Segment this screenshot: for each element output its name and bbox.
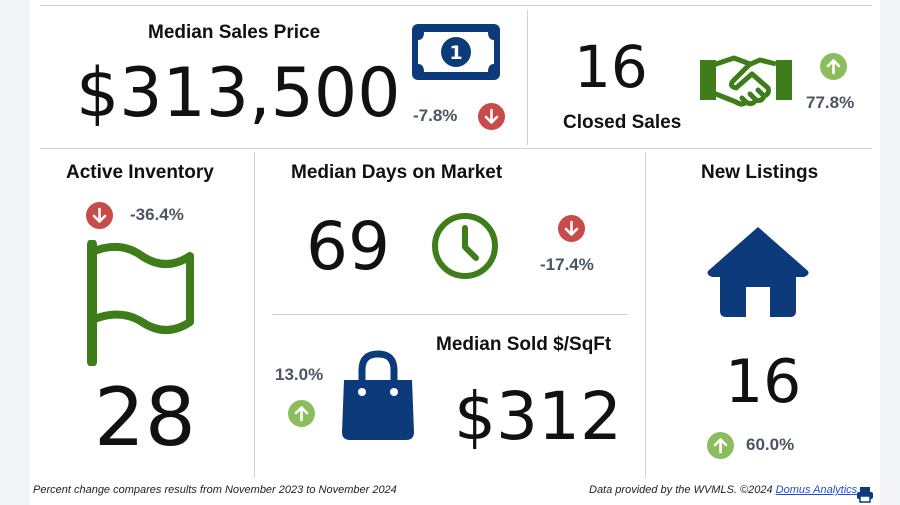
arrow-up-icon	[820, 53, 847, 80]
shopping-bag-icon	[338, 350, 418, 447]
house-icon	[706, 225, 810, 322]
median-sales-price-change: -7.8%	[413, 106, 458, 125]
arrow-up-icon	[288, 400, 315, 427]
printer-icon[interactable]	[856, 486, 874, 505]
flag-icon	[84, 239, 196, 371]
arrow-down-icon	[558, 215, 585, 242]
left-column-divider	[254, 152, 255, 478]
domus-analytics-link[interactable]: Domus Analytics	[775, 484, 858, 496]
footer-note: Percent change compares results from Nov…	[33, 484, 397, 496]
median-sold-per-sqft-value: $312	[454, 378, 622, 455]
median-days-on-market-value: 69	[306, 208, 390, 285]
clock-icon	[430, 211, 500, 286]
handshake-icon	[698, 50, 794, 115]
median-days-on-market-change: -17.4%	[540, 255, 594, 274]
middle-divider	[272, 314, 628, 315]
median-sales-price-title: Median Sales Price	[148, 22, 321, 43]
median-days-on-market-title: Median Days on Market	[291, 162, 503, 183]
right-column-divider	[645, 152, 646, 478]
median-sold-per-sqft-title: Median Sold $/SqFt	[436, 334, 612, 355]
dashboard-panel: Median Sales Price $313,500 1 -7.8% 16 C…	[30, 0, 880, 505]
row-divider	[40, 148, 872, 149]
dollar-bill-icon: 1	[410, 22, 502, 87]
active-inventory-change: -36.4%	[130, 205, 184, 224]
footer-source-text: Data provided by the WVMLS. ©2024	[589, 484, 773, 496]
active-inventory-value: 28	[94, 371, 196, 464]
arrow-down-icon	[478, 103, 505, 130]
new-listings-change: 60.0%	[746, 435, 795, 454]
arrow-up-icon	[707, 432, 734, 459]
new-listings-title: New Listings	[701, 162, 819, 183]
svg-text:1: 1	[449, 42, 462, 64]
median-sold-per-sqft-change: 13.0%	[275, 365, 324, 384]
new-listings-value: 16	[725, 347, 802, 417]
arrow-down-icon	[86, 202, 113, 229]
footer-source: Data provided by the WVMLS. ©2024 Domus …	[589, 484, 857, 496]
active-inventory-title: Active Inventory	[66, 162, 214, 183]
top-divider	[40, 5, 872, 6]
closed-sales-value: 16	[574, 33, 648, 101]
median-sales-price-value: $313,500	[76, 54, 401, 133]
closed-sales-title: Closed Sales	[563, 112, 682, 133]
closed-sales-change: 77.8%	[806, 93, 855, 112]
top-column-divider	[527, 10, 528, 145]
